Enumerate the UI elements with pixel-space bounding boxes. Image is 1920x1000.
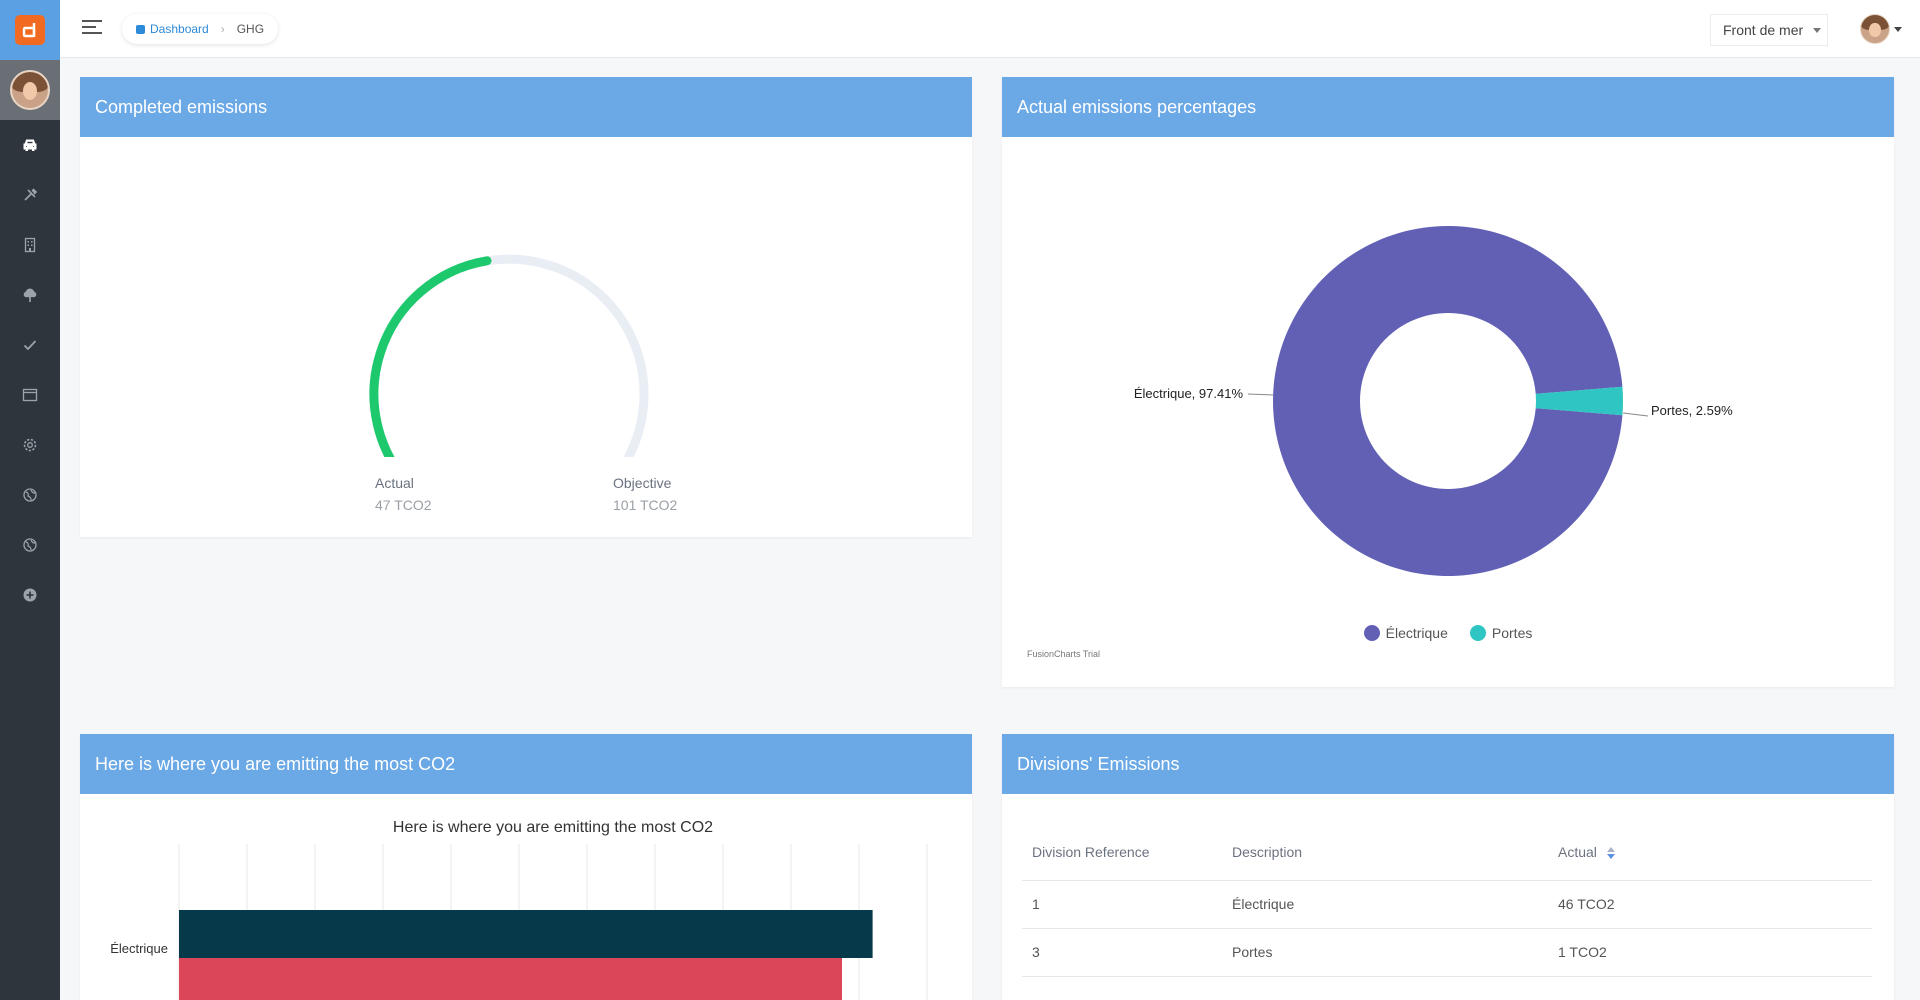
sidebar-item-globe-1[interactable] <box>0 470 60 520</box>
most-co2-panel: Here is where you are emitting the most … <box>80 734 972 1000</box>
bar-series-2[interactable] <box>179 958 842 1000</box>
user-menu[interactable] <box>1860 14 1902 44</box>
category-label: Électrique <box>110 941 168 956</box>
building-icon <box>24 237 36 253</box>
check-icon <box>23 340 37 351</box>
sidebar-item-settings[interactable] <box>0 420 60 470</box>
trial-watermark: FusionCharts Trial <box>1027 649 1101 659</box>
site-select[interactable]: Front de mer <box>1710 14 1828 46</box>
actual-label: Actual <box>375 475 414 491</box>
completed-emissions-panel: Completed emissions Actual 47 TCO2 Objec… <box>80 77 972 537</box>
column-header-actual[interactable]: Actual <box>1548 824 1872 881</box>
donut-chart: Électrique, 97.41% Portes, 2.59% <box>1134 226 1733 576</box>
breadcrumb-home[interactable]: Dashboard <box>136 22 209 36</box>
home-icon <box>136 24 145 34</box>
logo-icon <box>15 15 45 45</box>
tools-icon <box>24 188 38 201</box>
panel-title: Actual emissions percentages <box>1002 77 1894 137</box>
sidebar <box>0 0 60 1000</box>
bar-series-1[interactable] <box>179 910 873 958</box>
caret-down-icon <box>1894 26 1902 32</box>
site-select-value: Front de mer <box>1723 22 1804 38</box>
cell-actual: 46 TCO2 <box>1548 880 1872 929</box>
sort-icon <box>1606 847 1615 860</box>
slice-label-portes: Portes, 2.59% <box>1651 403 1733 418</box>
legend-swatch <box>1363 625 1380 641</box>
car-icon <box>23 139 37 151</box>
table-header-row: Division Reference Description Actual <box>1022 824 1872 881</box>
cell-description: Électrique <box>1222 880 1548 929</box>
globe-icon <box>23 488 37 502</box>
legend-label: Portes <box>1491 625 1533 641</box>
label-leader-electrique <box>1247 393 1274 396</box>
tree-icon <box>23 288 37 302</box>
caret-down-icon <box>1813 27 1822 33</box>
breadcrumb: Dashboard › GHG <box>122 14 279 44</box>
sidebar-item-add[interactable] <box>0 570 60 620</box>
cell-actual: 1 TCO2 <box>1548 928 1872 977</box>
legend-item-electrique[interactable]: Électrique <box>1363 625 1448 641</box>
legend-label: Électrique <box>1385 625 1448 641</box>
sidebar-item-building[interactable] <box>0 220 60 270</box>
panel-title: Completed emissions <box>80 77 972 137</box>
gauge-track <box>369 254 649 457</box>
slice-label-electrique: Électrique, 97.41% <box>1134 386 1244 401</box>
panel-title: Divisions' Emissions <box>1002 734 1894 794</box>
plus-circle-icon <box>23 588 37 602</box>
objective-label: Objective <box>613 475 672 491</box>
legend-item-portes[interactable]: Portes <box>1469 625 1533 641</box>
panel-title: Here is where you are emitting the most … <box>80 734 972 794</box>
table-row[interactable]: 3 Portes 1 TCO2 <box>1022 928 1872 977</box>
cell-reference: 1 <box>1022 880 1222 929</box>
breadcrumb-home-label: Dashboard <box>150 22 209 36</box>
avatar <box>1860 14 1890 44</box>
label-leader-portes <box>1622 412 1649 417</box>
objective-value: 101 TCO2 <box>613 497 678 513</box>
menu-toggle-button[interactable] <box>82 20 102 36</box>
sidebar-item-globe-2[interactable] <box>0 520 60 570</box>
sidebar-avatar[interactable] <box>0 60 60 120</box>
chart-legend: Électrique Portes <box>1002 625 1894 641</box>
sidebar-item-dashboard[interactable] <box>0 120 60 170</box>
actual-value: 47 TCO2 <box>375 497 432 513</box>
column-header-actual-label: Actual <box>1558 843 1597 860</box>
gear-icon <box>23 438 37 452</box>
donut-slice-portes[interactable] <box>1535 386 1623 416</box>
bar-chart: Here is where you are emitting the most … <box>96 804 956 1000</box>
sidebar-item-tree[interactable] <box>0 270 60 320</box>
app-logo[interactable] <box>0 0 60 60</box>
emissions-gauge <box>369 254 649 457</box>
emissions-percentages-panel: Actual emissions percentages Électrique,… <box>1002 77 1894 687</box>
gauge-fill <box>369 256 492 457</box>
column-header-description[interactable]: Description <box>1222 824 1548 881</box>
cell-reference: 3 <box>1022 928 1222 977</box>
divisions-emissions-panel: Divisions' Emissions Division Reference … <box>1002 734 1894 1000</box>
breadcrumb-current: GHG <box>236 22 265 36</box>
divisions-table: Division Reference Description Actual 1 … <box>1022 824 1872 977</box>
chevron-right-icon: › <box>220 22 225 36</box>
sidebar-item-window[interactable] <box>0 370 60 420</box>
column-header-reference[interactable]: Division Reference <box>1022 824 1222 881</box>
window-icon <box>22 388 38 402</box>
sidebar-item-check[interactable] <box>0 320 60 370</box>
topbar: Dashboard › GHG Front de mer <box>60 0 1920 58</box>
globe-icon <box>23 538 37 552</box>
sidebar-item-tools[interactable] <box>0 170 60 220</box>
cell-description: Portes <box>1222 928 1548 977</box>
legend-swatch <box>1469 625 1486 641</box>
donut-slice-electrique[interactable] <box>1273 226 1623 576</box>
chart-title: Here is where you are emitting the most … <box>393 819 713 836</box>
avatar <box>10 70 50 110</box>
table-row[interactable]: 1 Électrique 46 TCO2 <box>1022 880 1872 929</box>
